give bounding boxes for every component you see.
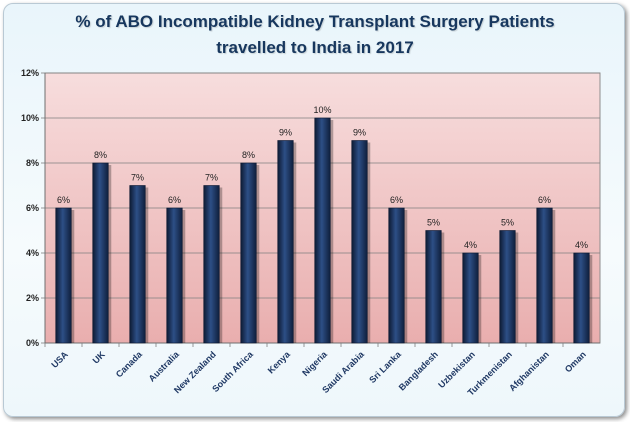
bar-kenya xyxy=(277,140,294,344)
bar-new-zealand xyxy=(203,185,220,344)
data-label: 6% xyxy=(390,195,403,205)
data-label: 6% xyxy=(168,195,181,205)
data-label: 4% xyxy=(464,240,477,250)
y-tick-label: 2% xyxy=(26,293,39,303)
data-label: 5% xyxy=(501,218,514,228)
data-label: 8% xyxy=(94,150,107,160)
data-label: 7% xyxy=(205,173,218,183)
category-label: Bangladesh xyxy=(397,349,440,392)
bar-turkmenistan xyxy=(499,230,516,344)
y-tick-label: 12% xyxy=(21,68,39,78)
category-label: Afghanistan xyxy=(507,349,551,393)
category-label: Canada xyxy=(114,349,145,380)
y-tick-label: 0% xyxy=(26,338,39,348)
category-label: Oman xyxy=(563,349,588,374)
data-label: 10% xyxy=(313,105,331,115)
bar-uk xyxy=(92,162,109,344)
category-label: UK xyxy=(91,349,108,366)
category-label: Sri Lanka xyxy=(367,349,403,385)
data-label: 9% xyxy=(279,128,292,138)
bar-bangladesh xyxy=(425,230,442,344)
data-label: 6% xyxy=(57,195,70,205)
category-label: Australia xyxy=(147,349,182,384)
data-label: 8% xyxy=(242,150,255,160)
data-label: 4% xyxy=(575,240,588,250)
category-label: USA xyxy=(49,349,70,370)
category-label: Nigeria xyxy=(300,349,329,378)
category-label: Kenya xyxy=(266,349,293,376)
bar-south-africa xyxy=(240,162,257,344)
bar-australia xyxy=(166,207,183,344)
data-label: 5% xyxy=(427,218,440,228)
data-label: 7% xyxy=(131,173,144,183)
bar-usa xyxy=(55,207,72,344)
bar-afghanistan xyxy=(536,207,553,344)
bar-sri-lanka xyxy=(388,207,405,344)
data-label: 6% xyxy=(538,195,551,205)
chart-title-line-1: % of ABO Incompatible Kidney Transplant … xyxy=(75,12,555,31)
bar-nigeria xyxy=(314,117,331,344)
y-tick-label: 6% xyxy=(26,203,39,213)
y-tick-label: 10% xyxy=(21,113,39,123)
category-label: South Africa xyxy=(210,349,255,394)
chart-title-line-2: travelled to India in 2017 xyxy=(216,38,414,57)
data-label: 9% xyxy=(353,128,366,138)
bar-uzbekistan xyxy=(462,252,479,344)
bar-canada xyxy=(129,185,146,344)
y-tick-label: 8% xyxy=(26,158,39,168)
chart-title: % of ABO Incompatible Kidney Transplant … xyxy=(0,9,630,61)
bar-saudi-arabia xyxy=(351,140,368,344)
y-tick-label: 4% xyxy=(26,248,39,258)
category-label: Uzbekistan xyxy=(436,349,477,390)
bar-oman xyxy=(573,252,590,344)
